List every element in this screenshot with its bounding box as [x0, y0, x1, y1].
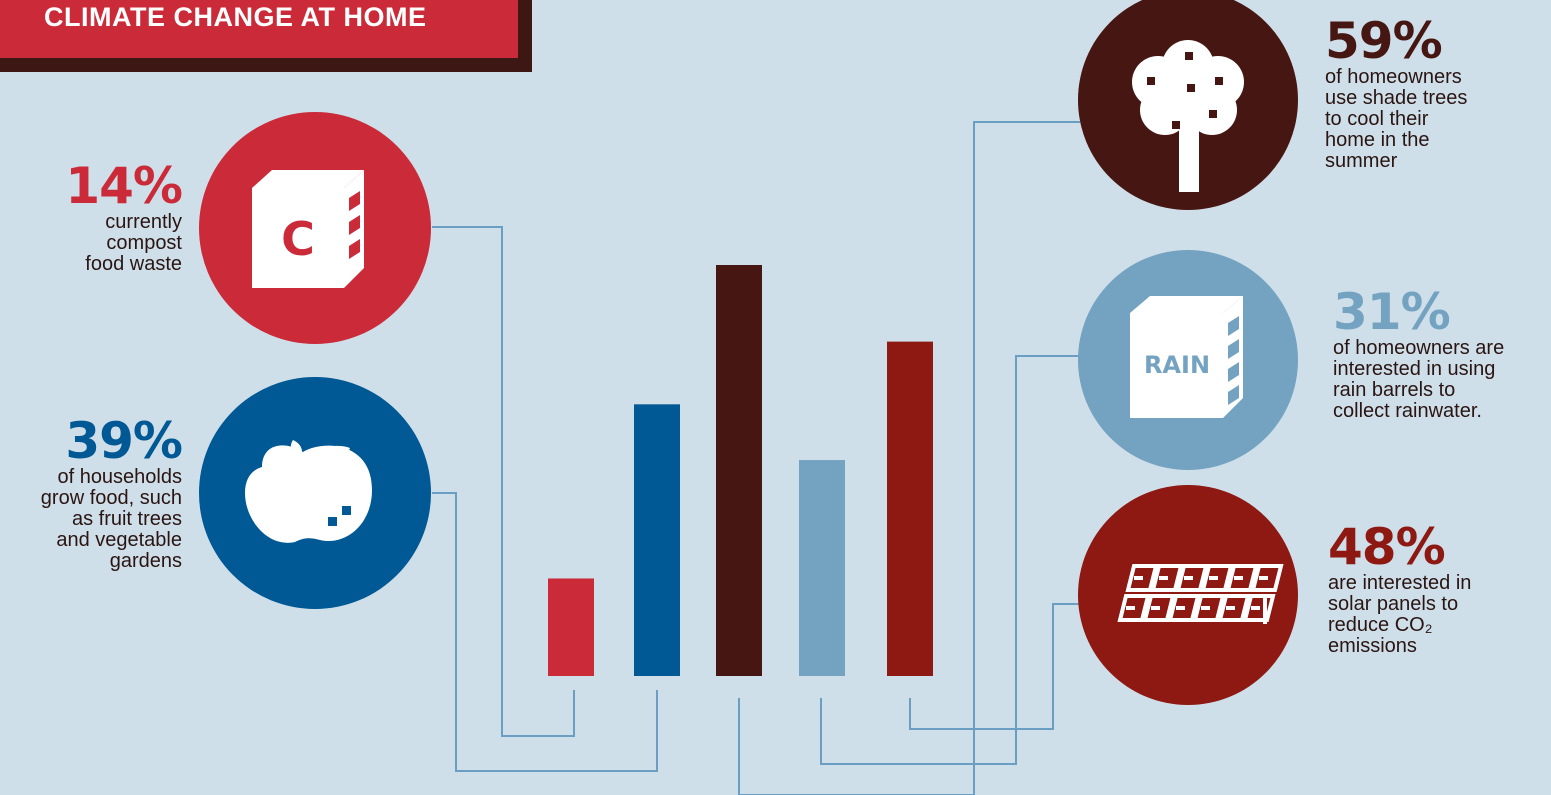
solar-cell-divider — [1209, 576, 1218, 580]
solar-cell-divider — [1176, 606, 1185, 610]
stat-rain-barrels-percent: 31% — [1333, 283, 1451, 341]
apple-icon — [245, 440, 372, 543]
solar-cell — [1225, 564, 1259, 592]
solar-cell-divider — [1126, 606, 1135, 610]
stat-compost-text: currently compost food waste — [20, 212, 182, 275]
stat-compost-line: food waste — [85, 253, 182, 275]
stat-rain-barrels-line: of homeowners are — [1333, 337, 1505, 359]
stat-rain-barrels-line: interested in using — [1333, 358, 1496, 380]
stat-shade-trees-line: to cool their — [1325, 108, 1429, 130]
solar-cell-divider — [1234, 576, 1243, 580]
connector-shade-trees — [738, 121, 1080, 795]
page-title: CLIMATE CHANGE AT HOME — [44, 2, 427, 32]
solar-cell-divider — [1184, 576, 1193, 580]
apple-circle — [199, 377, 431, 609]
stat-shade-trees-text: of homeowners use shade trees to cool th… — [1325, 67, 1535, 172]
solar-cell — [1192, 594, 1226, 622]
bar-solar — [887, 341, 933, 676]
solar-cell — [1242, 594, 1276, 622]
stat-solar-line: solar panels to — [1328, 593, 1459, 615]
solar-cell-divider — [1201, 606, 1210, 610]
stat-shade-trees-percent: 59% — [1325, 12, 1443, 70]
solar-cell — [1250, 564, 1284, 592]
bar-shade-trees — [716, 265, 762, 676]
solar-cell-divider — [1151, 606, 1160, 610]
solar-cell — [1117, 594, 1151, 622]
solar-cell — [1142, 594, 1176, 622]
stat-shade-trees-line: of homeowners — [1325, 66, 1462, 88]
bars — [548, 265, 933, 676]
stat-solar-line: reduce CO₂ — [1328, 614, 1433, 636]
connector-lines — [432, 121, 1080, 795]
stat-solar-line: emissions — [1328, 635, 1417, 657]
rain-circle: RAIN — [1078, 250, 1298, 470]
stat-grow-food-line: of households — [57, 466, 182, 488]
stat-compost-percent: 14% — [65, 157, 183, 215]
stat-rain-barrels: 31% of homeowners are interested in usin… — [1333, 286, 1548, 422]
stat-grow-food-line: gardens — [109, 550, 182, 572]
stat-rain-barrels-line: collect rainwater. — [1333, 400, 1482, 422]
stat-rain-barrels-line: rain barrels to — [1333, 379, 1456, 401]
stat-compost-line: compost — [106, 232, 182, 254]
connector-grow-food — [432, 492, 658, 772]
stat-compost: 14% currently compost food waste — [20, 157, 183, 275]
compost-bin-icon: C — [252, 170, 364, 288]
stat-grow-food: 39% of households grow food, such as fru… — [0, 412, 183, 572]
solar-cell-divider — [1159, 576, 1168, 580]
solar-circle — [1078, 485, 1298, 705]
connector-solar — [909, 603, 1080, 730]
rain-barrel-icon: RAIN — [1130, 296, 1243, 418]
stat-solar-percent: 48% — [1328, 518, 1446, 576]
solar-panel-icon — [1117, 564, 1284, 624]
solar-cell-divider — [1134, 576, 1143, 580]
solar-cell — [1200, 564, 1234, 592]
stat-grow-food-line: grow food, such — [40, 487, 182, 509]
solar-cell — [1175, 564, 1209, 592]
stat-solar-text: are interested in solar panels to reduce… — [1328, 573, 1543, 657]
compost-letter: C — [281, 212, 315, 266]
stat-shade-trees: 59% of homeowners use shade trees to coo… — [1325, 15, 1535, 172]
stat-grow-food-line: as fruit trees — [71, 508, 182, 530]
solar-cell-divider — [1251, 606, 1260, 610]
stat-grow-food-text: of households grow food, such as fruit t… — [0, 467, 182, 572]
title-banner: CLIMATE CHANGE AT HOME — [0, 0, 518, 58]
solar-cell — [1125, 564, 1159, 592]
tree-icon — [1132, 40, 1244, 192]
stat-shade-trees-line: use shade trees — [1325, 87, 1468, 109]
bar-compost — [548, 578, 594, 676]
connector-compost — [432, 226, 575, 737]
solar-cell — [1217, 594, 1251, 622]
stat-solar-line: are interested in — [1328, 572, 1472, 594]
stat-grow-food-percent: 39% — [65, 412, 183, 470]
stat-shade-trees-line: home in the — [1325, 129, 1430, 151]
bar-rain-barrels — [799, 460, 845, 676]
stat-compost-line: currently — [105, 211, 182, 233]
solar-cell — [1150, 564, 1184, 592]
stat-shade-trees-line: summer — [1325, 150, 1398, 172]
stat-rain-barrels-text: of homeowners are interested in using ra… — [1333, 338, 1548, 422]
connector-rain-barrels — [820, 355, 1080, 765]
stat-solar: 48% are interested in solar panels to re… — [1328, 521, 1543, 657]
solar-cell-divider — [1259, 576, 1268, 580]
rain-barrel-label: RAIN — [1144, 351, 1210, 379]
compost-circle: C — [199, 112, 431, 344]
solar-cell — [1167, 594, 1201, 622]
stat-grow-food-line: and vegetable — [56, 529, 182, 551]
tree-circle — [1078, 0, 1298, 210]
solar-cell-divider — [1226, 606, 1235, 610]
bar-grow-food — [634, 404, 680, 676]
